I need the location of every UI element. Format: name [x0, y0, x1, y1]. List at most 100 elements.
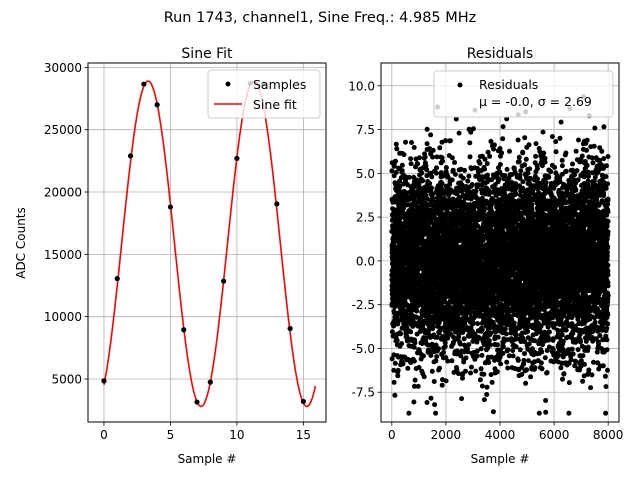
residual-point	[419, 233, 425, 239]
residual-point	[433, 410, 439, 416]
residual-point	[440, 158, 445, 164]
residual-point	[415, 383, 421, 389]
residual-point	[401, 152, 407, 158]
residual-point	[478, 346, 484, 352]
residual-point	[419, 170, 425, 176]
figure-suptitle: Run 1743, channel1, Sine Freq.: 4.985 MH…	[164, 10, 477, 26]
residual-point	[465, 178, 471, 184]
residual-point	[429, 368, 435, 374]
residual-point	[449, 358, 455, 364]
residual-point	[400, 361, 406, 367]
residuals-points-layer	[389, 94, 611, 416]
residual-point	[389, 329, 395, 335]
residual-point	[489, 379, 495, 385]
residual-point	[463, 368, 468, 374]
residual-point	[406, 174, 412, 180]
residual-point	[449, 177, 455, 183]
sine-fit-ytick-label: 30000	[44, 61, 82, 75]
residual-point	[424, 400, 430, 405]
sample-point	[167, 204, 174, 210]
sample-point	[287, 325, 293, 332]
legend-sine-fit-label: Sine fit	[253, 97, 297, 112]
residual-point	[408, 161, 414, 167]
residual-point	[412, 383, 417, 389]
residual-point	[513, 332, 519, 337]
residual-point	[515, 357, 521, 363]
sine-fit-ytick-label: 5000	[51, 372, 82, 386]
sample-point	[141, 81, 147, 87]
residual-point	[397, 184, 403, 190]
residual-point	[501, 344, 506, 350]
residual-point	[441, 350, 446, 355]
residual-point	[500, 124, 506, 130]
residual-point	[466, 342, 472, 348]
residuals-title: Residuals	[467, 46, 533, 62]
sample-point	[234, 155, 240, 161]
residual-point	[443, 378, 449, 384]
residual-point	[429, 185, 434, 191]
residual-point	[473, 368, 479, 374]
residual-point	[433, 358, 439, 364]
residual-point	[416, 365, 422, 370]
residual-point	[430, 196, 436, 201]
residual-point	[434, 354, 440, 360]
residual-point	[463, 355, 469, 361]
residual-point	[422, 154, 428, 160]
residual-point	[419, 341, 425, 346]
residual-point	[428, 353, 434, 358]
residual-point	[429, 174, 435, 180]
residual-point	[439, 382, 445, 388]
residual-point	[428, 395, 434, 401]
residual-point	[487, 342, 493, 348]
legend-samples-label: Samples	[253, 77, 306, 92]
sine-fit-curve-layer	[103, 80, 317, 408]
residual-point	[482, 156, 488, 162]
residual-point	[447, 138, 453, 144]
residual-point	[517, 347, 523, 353]
sine-fit-ytick-label: 15000	[44, 248, 82, 262]
residual-point	[414, 308, 420, 314]
residual-point	[518, 168, 524, 174]
sine-fit-xtick-label: 0	[100, 428, 108, 442]
sine-fit-ytick-label: 25000	[44, 123, 82, 137]
residual-point	[412, 377, 418, 383]
sample-point	[221, 278, 227, 284]
sine-fit-axes-frame	[87, 62, 327, 423]
residual-point	[403, 139, 408, 145]
residual-point	[497, 162, 503, 167]
residual-point	[510, 353, 516, 359]
residual-point	[443, 165, 449, 171]
residual-point	[432, 402, 438, 408]
sine-fit-ylabel: ADC Counts	[14, 207, 28, 279]
residual-point	[498, 361, 504, 367]
residual-point	[470, 126, 476, 132]
residual-point	[507, 148, 512, 154]
residual-point	[411, 358, 417, 364]
sine-fit-legend: Samples Sine fit	[207, 69, 321, 119]
residual-point	[424, 167, 430, 173]
residual-point	[520, 179, 526, 185]
residual-point	[411, 145, 417, 150]
residual-point	[452, 171, 458, 177]
residual-point	[394, 338, 400, 343]
residual-point	[460, 175, 466, 181]
residual-point	[469, 364, 474, 370]
residual-point	[502, 326, 508, 332]
residual-point	[489, 208, 495, 214]
residual-point	[499, 150, 505, 156]
sine-fit-grid	[88, 63, 326, 422]
residual-point	[520, 150, 526, 156]
sample-point	[101, 378, 107, 384]
residual-point	[481, 397, 487, 403]
residual-point	[484, 384, 490, 390]
residual-point	[427, 181, 433, 186]
residual-point	[496, 176, 502, 182]
sine-fit-curve	[103, 80, 317, 408]
residual-point	[431, 379, 437, 384]
residual-point	[468, 370, 473, 376]
residual-point	[491, 142, 497, 148]
sine-fit-legend-box	[207, 69, 321, 119]
residual-point	[416, 181, 422, 187]
